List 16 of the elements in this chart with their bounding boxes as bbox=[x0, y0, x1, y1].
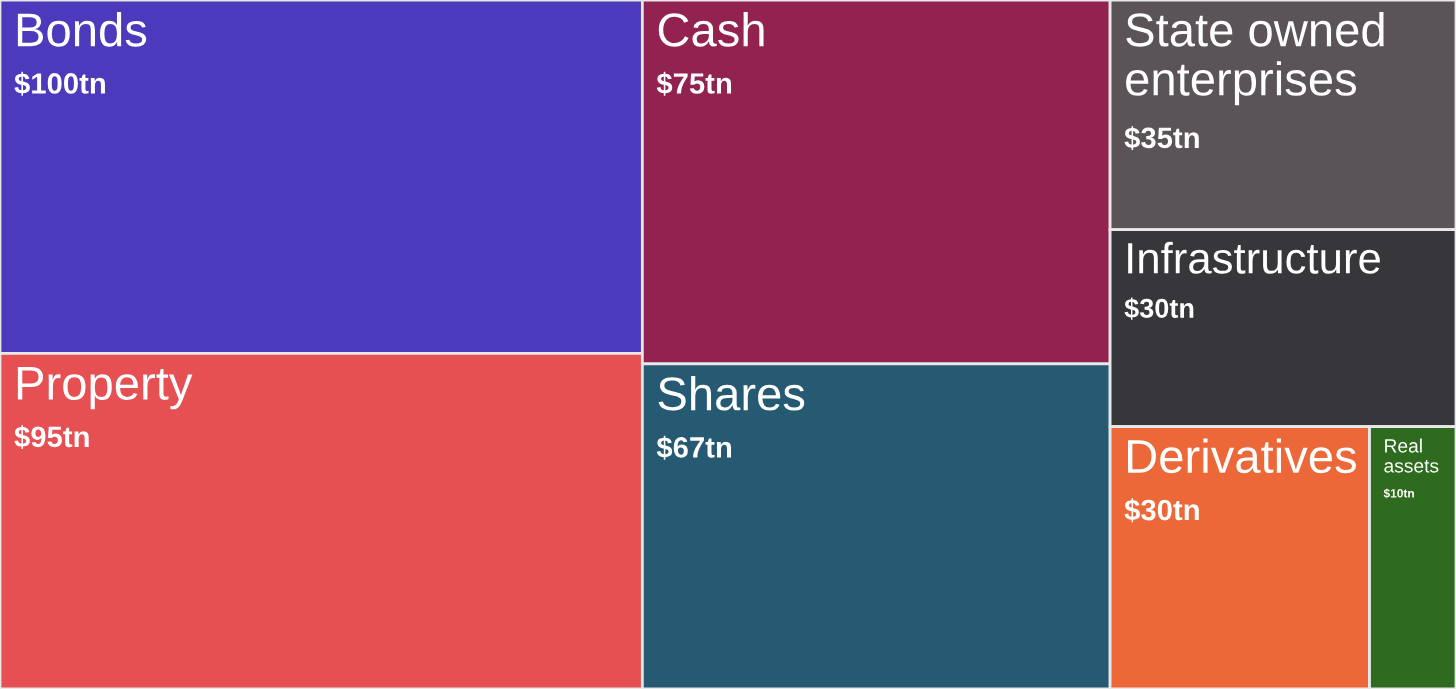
data-label: $67tn bbox=[656, 435, 732, 460]
category-label: Infrastructure bbox=[1128, 241, 1380, 274]
data-label: $30tn bbox=[1124, 498, 1199, 523]
data-label: $100tn bbox=[14, 71, 105, 96]
category-label: Bonds bbox=[17, 12, 147, 47]
data-label: $75tn bbox=[656, 71, 732, 96]
category-label: Shares bbox=[658, 375, 805, 411]
data-label: $30tn bbox=[1124, 297, 1194, 320]
data-label: $35tn bbox=[1124, 126, 1199, 151]
category-label: Derivatives bbox=[1127, 438, 1356, 474]
category-label: Real assets bbox=[1384, 438, 1439, 473]
category-label: State owned enterprises bbox=[1126, 12, 1384, 106]
data-label: $95tn bbox=[14, 425, 89, 450]
category-label: Property bbox=[17, 367, 193, 410]
category-label: Cash bbox=[658, 12, 764, 47]
data-label: $10tn bbox=[1383, 488, 1414, 499]
